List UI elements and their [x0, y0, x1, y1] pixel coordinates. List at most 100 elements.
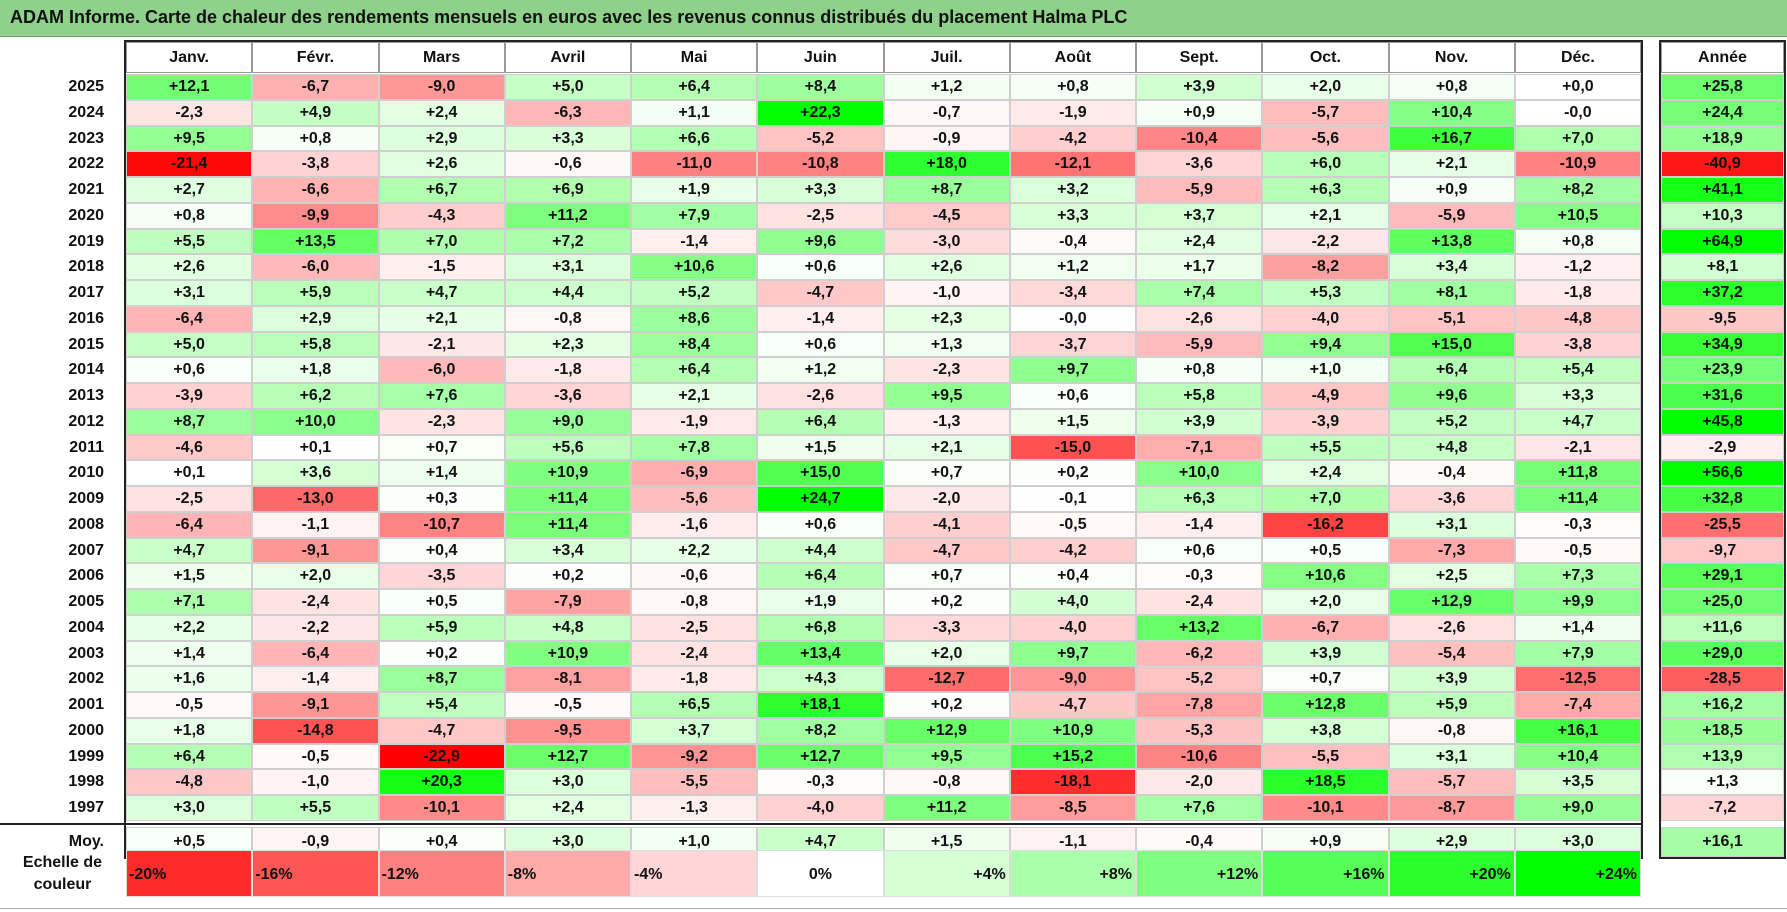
- color-scale-swatch: -16%: [252, 850, 379, 897]
- heatmap-cell: -4,7: [883, 537, 1010, 564]
- heatmap-cell: +1,4: [378, 460, 505, 486]
- heatmap-cell: +2,9: [378, 125, 505, 152]
- heatmap-cell: -2,5: [126, 486, 253, 512]
- heatmap-cell: +4,0: [1009, 589, 1136, 615]
- heatmap-cell: -4,7: [1009, 692, 1136, 718]
- heatmap-cell: +12,9: [1388, 589, 1515, 615]
- heatmap-cell: +8,2: [757, 717, 884, 744]
- year-label: 2020: [68, 206, 104, 224]
- heatmap-cell: +6,4: [631, 74, 758, 100]
- heatmap-cell: -21,4: [126, 151, 253, 177]
- heatmap-cell: +1,4: [126, 640, 253, 667]
- heatmap-cell: +12,9: [883, 717, 1010, 744]
- heatmap-cell: -1,3: [883, 408, 1010, 435]
- heatmap-cell: +6,5: [631, 692, 758, 718]
- heatmap-cell: +6,3: [1262, 177, 1389, 203]
- year-label: 2017: [68, 284, 104, 301]
- heatmap-cell: -0,3: [757, 769, 884, 795]
- heatmap-cell: -0,8: [883, 769, 1010, 795]
- heatmap-cell: +0,2: [504, 563, 631, 589]
- heatmap-cell: -9,9: [252, 202, 379, 229]
- year-label: 2002: [68, 670, 104, 688]
- heatmap-cell: +0,0: [1514, 74, 1641, 100]
- heatmap-cell: -7,4: [1514, 692, 1641, 718]
- year-label: 2022: [68, 155, 104, 173]
- heatmap-cell: -4,9: [1262, 383, 1389, 409]
- heatmap-cell: +10,5: [1514, 202, 1641, 229]
- heatmap-cell: -2,6: [1136, 305, 1263, 332]
- average-annual-cell: +16,1: [1661, 826, 1784, 857]
- year-label: 2010: [68, 464, 104, 482]
- heatmap-cell: +3,9: [1388, 666, 1515, 692]
- heatmap-cell: +7,4: [1136, 280, 1263, 306]
- heatmap-cell: +5,9: [378, 614, 505, 641]
- heatmap-cell: -0,0: [1514, 99, 1641, 126]
- heatmap-cell: +5,5: [126, 228, 253, 255]
- heatmap-cell: +2,1: [631, 383, 758, 409]
- heatmap-cell: +2,9: [252, 305, 379, 332]
- heatmap-cell: +0,6: [757, 511, 884, 538]
- heatmap-cell: +7,9: [1514, 640, 1641, 667]
- heatmap-cell: -0,6: [631, 563, 758, 589]
- year-label: 2019: [68, 232, 104, 250]
- heatmap-cell: -5,3: [1136, 717, 1263, 744]
- heatmap-cell: -9,1: [252, 692, 379, 718]
- heatmap-cell: +2,4: [378, 99, 505, 126]
- average-label: Moy.: [68, 832, 104, 850]
- heatmap-cell: -2,1: [378, 331, 505, 358]
- heatmap-cell: +10,9: [504, 460, 631, 486]
- heatmap-cell: -3,3: [883, 614, 1010, 641]
- heatmap-cell: -1,8: [1514, 280, 1641, 306]
- heatmap-cell: -10,1: [1262, 795, 1389, 821]
- heatmap-cell: -4,6: [126, 434, 253, 461]
- annual-cell: +10,3: [1661, 202, 1784, 229]
- heatmap-cell: +3,3: [1009, 202, 1136, 229]
- year-label: 2016: [68, 309, 104, 327]
- annual-cell: +56,6: [1661, 460, 1784, 486]
- heatmap-cell: -5,9: [1136, 331, 1263, 358]
- heatmap-cell: +0,8: [1514, 228, 1641, 255]
- heatmap-cell: -6,4: [126, 305, 253, 332]
- year-label: 1998: [68, 773, 104, 791]
- heatmap-cell: +0,9: [1388, 177, 1515, 203]
- heatmap-cell: +1,0: [1262, 357, 1389, 383]
- heatmap-cell: -6,4: [252, 640, 379, 667]
- heatmap-cell: -5,1: [1388, 305, 1515, 332]
- heatmap-cell: -0,5: [1514, 537, 1641, 564]
- year-label: 2024: [68, 103, 104, 121]
- heatmap-cell: +3,3: [757, 177, 884, 203]
- month-header: Nov.: [1388, 42, 1515, 73]
- heatmap-cell: +11,2: [504, 202, 631, 229]
- heatmap-cell: -1,5: [378, 254, 505, 280]
- heatmap-cell: -4,0: [1009, 614, 1136, 641]
- scale-label-line2: couleur: [33, 876, 92, 893]
- heatmap-cell: +5,4: [1514, 357, 1641, 383]
- heatmap-cell: -0,6: [504, 151, 631, 177]
- heatmap-cell: +0,7: [378, 434, 505, 461]
- heatmap-cell: -3,6: [504, 383, 631, 409]
- heatmap-cell: -13,0: [252, 486, 379, 512]
- heatmap-cell: -4,2: [1009, 125, 1136, 152]
- heatmap-cell: +3,7: [1136, 202, 1263, 229]
- heatmap-cell: +1,5: [1009, 408, 1136, 435]
- year-label: 2014: [68, 361, 104, 379]
- heatmap-cell: +18,1: [757, 692, 884, 718]
- heatmap-cell: +6,0: [1262, 151, 1389, 177]
- heatmap-cell: +2,1: [883, 434, 1010, 461]
- heatmap-cell: -1,4: [1136, 511, 1263, 538]
- heatmap-cell: +5,0: [504, 74, 631, 100]
- heatmap-cell: +10,4: [1514, 743, 1641, 770]
- heatmap-cell: -2,1: [1514, 434, 1641, 461]
- month-header: Août: [1009, 42, 1136, 73]
- annual-cell: +11,6: [1661, 614, 1784, 641]
- heatmap-cell: +5,4: [378, 692, 505, 718]
- heatmap-cell: +5,9: [1388, 692, 1515, 718]
- annual-cell: +18,9: [1661, 125, 1784, 152]
- heatmap-cell: -5,5: [631, 769, 758, 795]
- heatmap-cell: +15,0: [1388, 331, 1515, 358]
- heatmap-cell: +18,0: [883, 151, 1010, 177]
- annual-cell: -40,9: [1661, 151, 1784, 177]
- heatmap-cell: +0,6: [757, 331, 884, 358]
- heatmap-cell: +1,5: [757, 434, 884, 461]
- color-scale-swatch: +16%: [1262, 850, 1389, 897]
